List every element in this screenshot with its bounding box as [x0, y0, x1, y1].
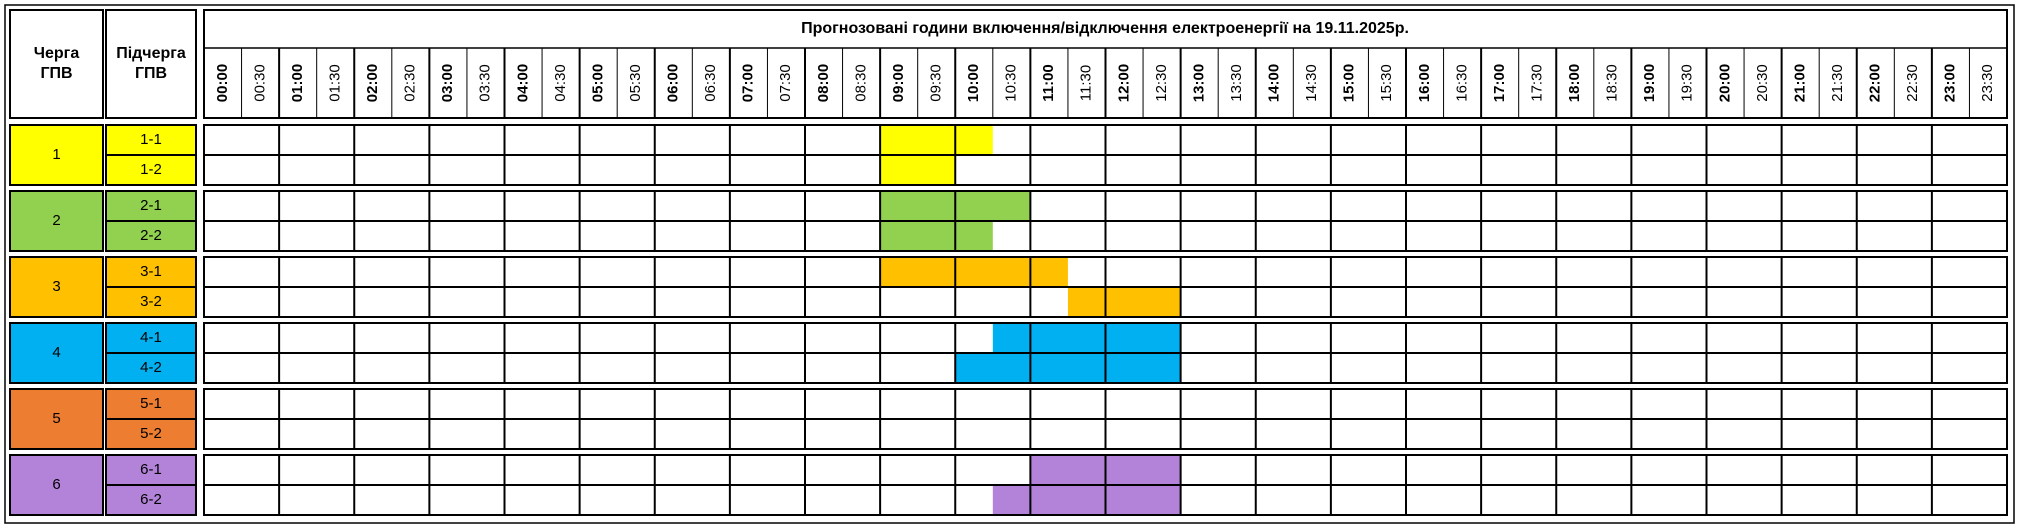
time-slot-label: 00:00: [214, 64, 231, 102]
time-slot-label: 10:00: [965, 64, 982, 102]
subqueue-cell: [105, 124, 197, 156]
subqueue-header-cell: [105, 9, 197, 119]
subqueue-label: 6-2: [140, 491, 162, 508]
time-slot-label: 12:00: [1115, 64, 1132, 102]
outer-border: [4, 4, 2015, 524]
queue-label: 3: [52, 278, 60, 295]
subqueue-cell: [105, 388, 197, 420]
subqueue-label: 1-1: [140, 131, 162, 148]
subqueue-header: Підчерга ГПВ: [116, 45, 186, 82]
time-slot-label: 09:00: [890, 64, 907, 102]
subqueue-label: 2-2: [140, 227, 162, 244]
time-slot-label: 09:30: [927, 64, 944, 102]
subqueue-label: 2-1: [140, 197, 162, 214]
time-slot-label: 20:30: [1754, 64, 1771, 102]
time-slot-label: 15:30: [1378, 64, 1395, 102]
time-slot-label: 04:30: [552, 64, 569, 102]
time-slot-label: 22:30: [1904, 64, 1921, 102]
time-slot-label: 21:30: [1829, 64, 1846, 102]
queue-cell: [9, 256, 104, 318]
queue-label: 2: [52, 212, 60, 229]
time-slot-label: 11:00: [1040, 64, 1057, 102]
time-slot-label: 17:00: [1491, 64, 1508, 102]
time-slot-label: 19:00: [1641, 64, 1658, 102]
queue-cell: [9, 454, 104, 516]
time-slot-label: 10:30: [1003, 64, 1020, 102]
subqueue-cell: [105, 256, 197, 288]
queue-cell: [9, 388, 104, 450]
time-slot-label: 16:30: [1453, 64, 1470, 102]
outage-block: [1067, 287, 1181, 317]
time-slot-label: 08:00: [815, 64, 832, 102]
outage-block: [992, 485, 1181, 515]
queue-label: 6: [52, 476, 60, 493]
time-slot-label: 12:30: [1153, 64, 1170, 102]
subqueue-cell: [105, 352, 197, 384]
queue-cell: [9, 124, 104, 186]
time-slot-label: 07:00: [740, 64, 757, 102]
time-slot-label: 17:30: [1528, 64, 1545, 102]
time-slot-label: 18:30: [1604, 64, 1621, 102]
queue-label: 5: [52, 410, 60, 427]
time-slot-label: 02:00: [364, 64, 381, 102]
title: Прогнозовані години включення/відключенн…: [801, 20, 1409, 37]
time-slot-label: 03:30: [477, 64, 494, 102]
time-slot-label: 14:30: [1303, 64, 1320, 102]
time-slot-label: 23:00: [1942, 64, 1959, 102]
queue-label: 4: [52, 344, 60, 361]
queue-cell: [9, 190, 104, 252]
time-slot-label: 15:00: [1341, 64, 1358, 102]
time-slot-label: 23:30: [1979, 64, 1996, 102]
outage-block: [992, 323, 1181, 353]
time-slot-label: 02:30: [402, 64, 419, 102]
time-slot-label: 00:30: [251, 64, 268, 102]
subqueue-cell: [105, 154, 197, 186]
outage-block: [880, 221, 993, 251]
time-slot-label: 14:00: [1266, 64, 1283, 102]
subqueue-label: 3-2: [140, 293, 162, 310]
subqueue-label: 5-1: [140, 395, 162, 412]
time-slot-label: 13:30: [1228, 64, 1245, 102]
time-slot-label: 05:00: [589, 64, 606, 102]
time-slot-label: 08:30: [852, 64, 869, 102]
subqueue-cell: [105, 220, 197, 252]
time-slot-label: 11:30: [1078, 65, 1095, 101]
time-slot-label: 21:00: [1791, 64, 1808, 102]
subqueue-label: 4-1: [140, 329, 162, 346]
subqueue-label: 5-2: [140, 425, 162, 442]
subqueue-label: 1-2: [140, 161, 162, 178]
queue-header-cell: [9, 9, 104, 119]
time-slot-label: 06:30: [702, 64, 719, 102]
queue-cell: [9, 322, 104, 384]
time-slot-label: 04:00: [514, 64, 531, 102]
subqueue-label: 6-1: [140, 461, 162, 478]
subqueue-label: 4-2: [140, 359, 162, 376]
time-slot-label: 01:30: [326, 64, 343, 102]
subqueue-cell: [105, 418, 197, 450]
time-slot-label: 07:30: [777, 64, 794, 102]
subqueue-label: 3-1: [140, 263, 162, 280]
time-slot-label: 06:00: [665, 64, 682, 102]
time-slot-label: 13:00: [1190, 64, 1207, 102]
time-slot-label: 05:30: [627, 64, 644, 102]
time-slot-label: 19:30: [1679, 64, 1696, 102]
time-slot-label: 20:00: [1716, 64, 1733, 102]
outage-block: [880, 155, 956, 185]
time-slot-label: 03:00: [439, 64, 456, 102]
subqueue-cell: [105, 484, 197, 516]
outage-block: [955, 353, 1181, 383]
time-slot-label: 18:00: [1566, 64, 1583, 102]
outage-block: [880, 125, 993, 155]
time-slot-label: 16:00: [1416, 64, 1433, 102]
queue-label: 1: [52, 146, 60, 163]
time-slot-label: 01:00: [289, 64, 306, 102]
time-slot-label: 22:00: [1867, 64, 1884, 102]
outage-block: [880, 257, 1068, 287]
subqueue-cell: [105, 286, 197, 318]
queue-header: Черга ГПВ: [33, 45, 80, 82]
